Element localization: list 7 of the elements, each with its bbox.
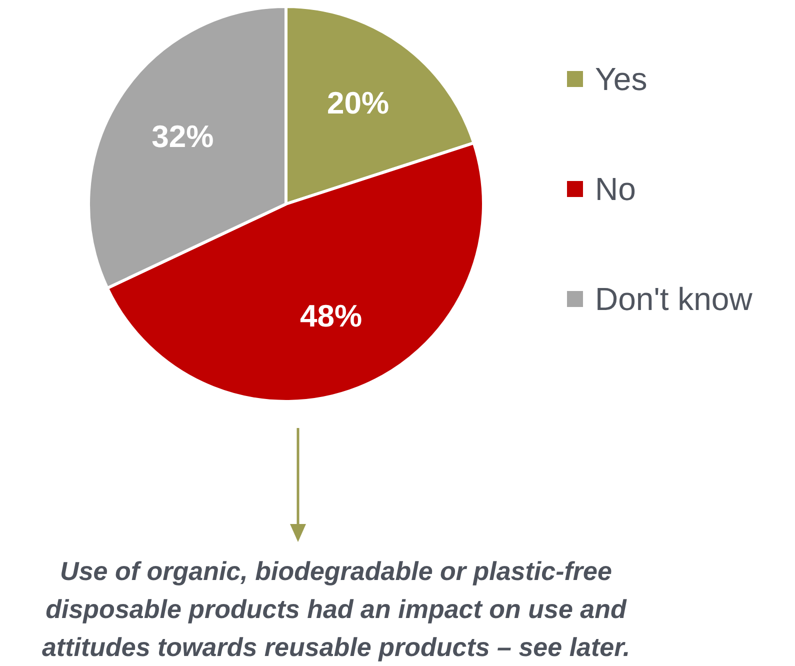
legend-label: Yes	[595, 60, 648, 98]
legend-label: No	[595, 170, 636, 208]
data-label: 32%	[152, 118, 214, 154]
text: Use of organic, biodegradable or plastic-free disposable products had an impact on use and attitudes towards reusable products – see later.	[40, 555, 632, 664]
legend-label: Don't know	[595, 280, 752, 318]
data-label: 48%	[300, 298, 362, 334]
data-label: 20%	[326, 85, 389, 120]
